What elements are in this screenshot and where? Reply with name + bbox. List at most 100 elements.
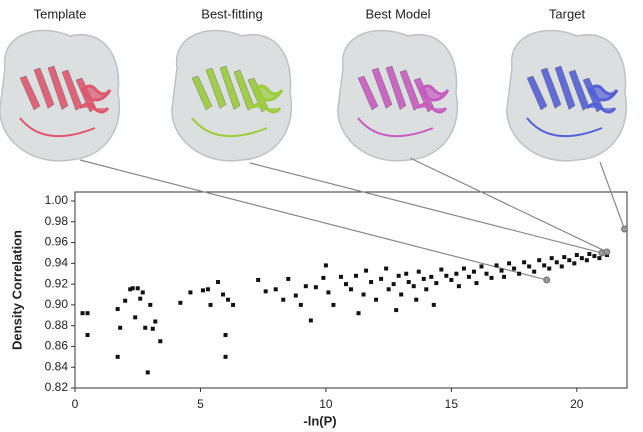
structure-image xyxy=(507,31,626,161)
point xyxy=(412,284,416,288)
point xyxy=(537,258,541,262)
point xyxy=(495,263,499,267)
point xyxy=(281,298,285,302)
point xyxy=(392,282,396,286)
point xyxy=(226,298,230,302)
point xyxy=(362,293,366,297)
point xyxy=(86,333,90,337)
point xyxy=(158,339,162,343)
point xyxy=(374,298,378,302)
point xyxy=(151,327,155,331)
point xyxy=(587,252,591,256)
point xyxy=(404,272,408,276)
point xyxy=(597,256,601,260)
y-tick-label: 0.82 xyxy=(45,380,69,394)
point xyxy=(321,276,325,280)
x-tick-label: 5 xyxy=(197,397,204,411)
point xyxy=(309,318,313,322)
point xyxy=(417,270,421,274)
structure-image xyxy=(338,31,457,161)
point xyxy=(286,277,290,281)
point xyxy=(324,263,328,267)
point xyxy=(384,267,388,271)
point xyxy=(484,272,488,276)
point xyxy=(454,272,458,276)
point xyxy=(141,290,145,294)
point xyxy=(216,280,220,284)
point xyxy=(357,311,361,315)
point xyxy=(153,320,157,324)
point xyxy=(422,277,426,281)
point xyxy=(439,268,443,272)
point xyxy=(429,275,433,279)
point xyxy=(527,264,531,268)
point xyxy=(304,284,308,288)
point xyxy=(133,315,137,319)
point xyxy=(224,333,228,337)
point xyxy=(424,287,428,291)
y-tick-label: 0.94 xyxy=(45,256,69,270)
point xyxy=(326,290,330,294)
point xyxy=(264,289,268,293)
structure-image xyxy=(0,31,119,161)
point xyxy=(490,276,494,280)
point xyxy=(387,287,391,291)
point xyxy=(472,270,476,274)
point xyxy=(467,275,471,279)
point xyxy=(522,260,526,264)
point xyxy=(502,275,506,279)
point xyxy=(131,286,135,290)
y-axis-title: Density Correlation xyxy=(9,230,24,350)
point xyxy=(479,264,483,268)
y-tick-label: 0.86 xyxy=(45,339,69,353)
point xyxy=(221,293,225,297)
point xyxy=(369,280,373,284)
point xyxy=(379,277,383,281)
point xyxy=(432,303,436,307)
point xyxy=(81,311,85,315)
point xyxy=(547,267,551,271)
point xyxy=(555,260,559,264)
point xyxy=(86,311,90,315)
point xyxy=(354,274,358,278)
point xyxy=(575,253,579,257)
point xyxy=(143,326,147,330)
point xyxy=(231,303,235,307)
point xyxy=(449,278,453,282)
x-tick-label: 15 xyxy=(445,397,459,411)
y-tick-label: 1.00 xyxy=(45,193,69,207)
point xyxy=(567,258,571,262)
y-tick-label: 0.98 xyxy=(45,214,69,228)
point xyxy=(572,261,576,265)
point xyxy=(414,298,418,302)
point xyxy=(550,256,554,260)
point xyxy=(364,269,368,273)
point xyxy=(560,264,564,268)
point xyxy=(500,269,504,273)
y-tick-label: 0.88 xyxy=(45,318,69,332)
point xyxy=(116,307,120,311)
panel-label: Template xyxy=(34,6,87,21)
panel-label: Best Model xyxy=(365,6,430,21)
point xyxy=(349,287,353,291)
structure-image xyxy=(172,31,291,161)
highlight-point xyxy=(621,226,627,232)
point xyxy=(507,261,511,265)
y-tick-label: 0.96 xyxy=(45,235,69,249)
point xyxy=(444,274,448,278)
point xyxy=(146,370,150,374)
point xyxy=(208,303,212,307)
point xyxy=(394,308,398,312)
point xyxy=(178,301,182,305)
point xyxy=(580,256,584,260)
panel-label: Best-fitting xyxy=(201,6,262,21)
point xyxy=(434,281,438,285)
point xyxy=(148,303,152,307)
point xyxy=(123,299,127,303)
point xyxy=(457,284,461,288)
y-tick-label: 0.90 xyxy=(45,297,69,311)
point xyxy=(224,355,228,359)
y-tick-label: 0.92 xyxy=(45,276,69,290)
point xyxy=(138,297,142,301)
point xyxy=(344,282,348,286)
